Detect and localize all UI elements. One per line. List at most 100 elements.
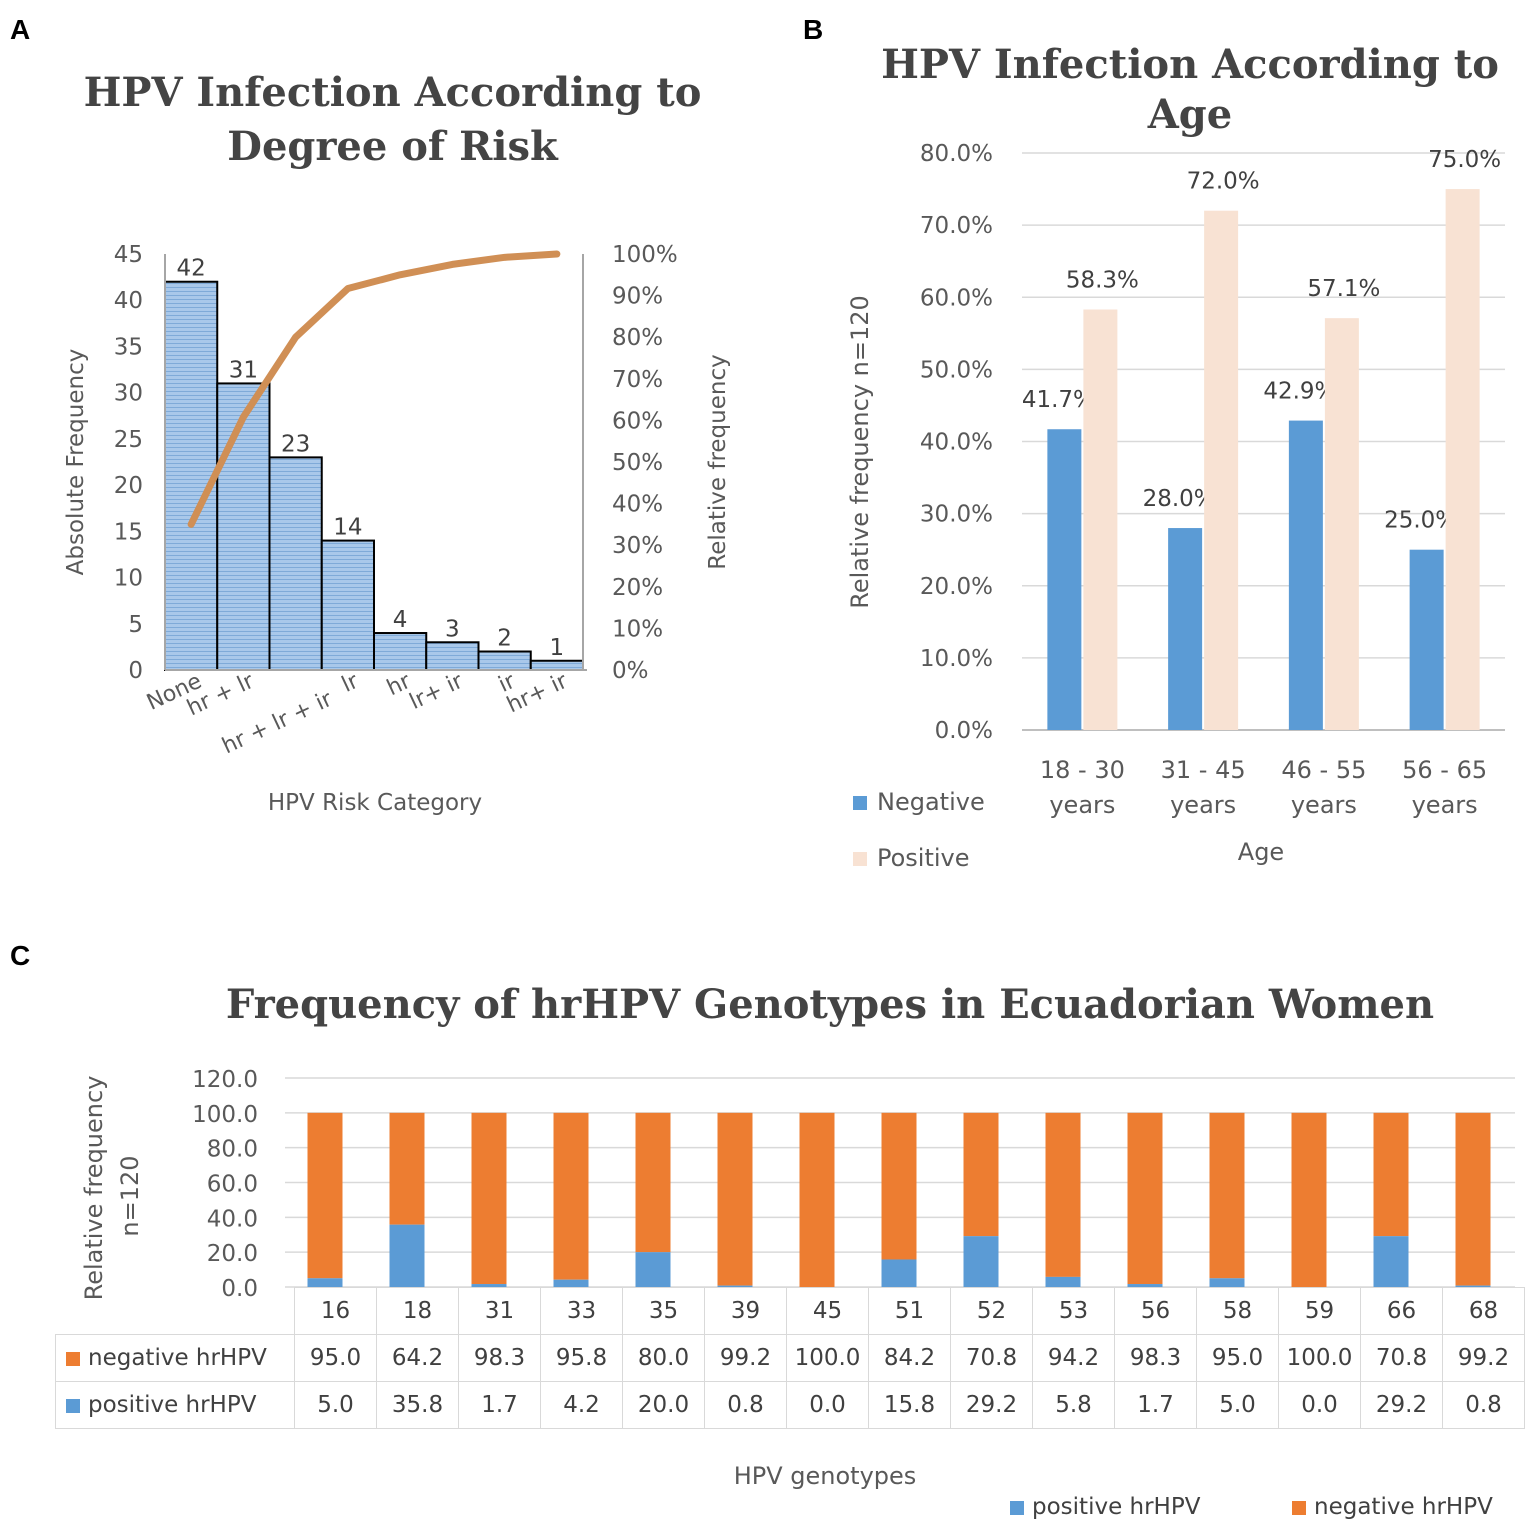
bar-positive [1083,309,1118,730]
chart-a-ylabel: Absolute Frequency [63,349,89,576]
y-tick-label: 60.0% [920,285,993,311]
table-row-label: negative hrHPV [55,1334,295,1382]
table-header-cell: 59 [1278,1287,1361,1335]
y2-tick-label: 40% [612,492,663,518]
bar [268,456,323,671]
bar-negative [1291,1112,1327,1287]
x-tick-label: lr+ ir [406,668,468,715]
chart-c-title: Frequency of hrHPV Genotypes in Ecuadori… [225,981,1435,1028]
y2-tick-label: 70% [612,367,663,393]
legend-b-positive-swatch [853,852,867,866]
table-header-cell: 68 [1442,1287,1525,1335]
chart-c-ylabel-line-2: n=120 [116,1155,144,1236]
bar-positive [1324,318,1359,730]
chart-b-xlabel: Age [1238,838,1284,866]
x-tick-label: years [1412,791,1478,819]
table-header-cell: 33 [540,1287,623,1335]
y-tick-label: 50.0% [920,357,993,383]
x-tick-label: years [1049,791,1115,819]
table-cell: 84.2 [868,1334,951,1382]
table-cell: 35.8 [376,1381,459,1429]
data-label: 28.0% [1143,486,1216,512]
bar-positive [553,1279,589,1287]
table-cell: 5.0 [1196,1381,1279,1429]
table-header-cell: 56 [1114,1287,1197,1335]
data-label: 41.7% [1022,387,1095,413]
bar-negative [1409,549,1444,730]
bar-positive [963,1236,999,1287]
data-label: 23 [281,431,310,457]
table-header-cell: 18 [376,1287,459,1335]
bar [529,659,584,671]
bar-negative [717,1112,753,1286]
bar-negative [799,1112,835,1287]
table-header-cell: 39 [704,1287,787,1335]
chart-a-y2label: Relative frequency [705,354,731,569]
table-row-label: positive hrHPV [55,1381,295,1429]
bar-negative [471,1112,507,1285]
bar-negative [307,1112,343,1279]
data-label: 14 [333,515,362,541]
y-tick-label: 30 [114,381,143,407]
x-tick-label: lr [338,668,363,697]
bar-negative [963,1112,999,1237]
bar-negative [553,1112,589,1280]
legend-c-negative: negative hrHPV [1292,1494,1493,1520]
bar-positive [1445,189,1480,730]
cumulative-line [187,250,561,528]
table-cell: 100.0 [786,1334,869,1382]
y2-tick-label: 0% [612,658,649,684]
table-header-cell: 45 [786,1287,869,1335]
table-cell: 4.2 [540,1381,623,1429]
table-cell: 70.8 [1360,1334,1443,1382]
positive-swatch [66,1398,80,1413]
bar-negative [1209,1112,1245,1279]
bar-positive [1373,1236,1409,1287]
chart-a: 0 5 10 15 20 25 30 35 40 45 0% 10% 20% 30% 40% 50% 60% 70… [63,242,731,816]
legend-b-positive-label: Positive [877,844,970,872]
y-tick-label: 120.0 [192,1067,258,1093]
y-tick-label: 30.0% [920,502,993,528]
y-tick-label: 10.0% [920,646,993,672]
table-header-cell: 66 [1360,1287,1443,1335]
chart-a-title-line-2: Degree of Risk [227,123,558,170]
table-row-negative: negative hrHPV 95.0 64.2 98.3 95.8 80.0 … [55,1334,1525,1382]
data-label: 42.9% [1263,379,1336,405]
legend-b-negative-label: Negative [877,788,985,816]
bar-negative [1127,1112,1163,1285]
bar-negative [1045,1112,1081,1277]
x-tick-label: 31 - 45 [1161,756,1246,784]
chart-a-xlabel: HPV Risk Category [268,790,482,816]
bar-negative [1288,420,1323,730]
data-label: 3 [445,616,460,642]
bar [164,280,219,671]
bar-positive [307,1278,343,1287]
bar-positive [1209,1278,1245,1287]
table-cell: 99.2 [1442,1334,1525,1382]
legend-c-negative-swatch [1292,1500,1306,1515]
negative-swatch [66,1351,80,1366]
bar-positive [881,1259,917,1287]
table-cell: 99.2 [704,1334,787,1382]
bar-negative [1373,1112,1409,1237]
bar-negative [1455,1112,1491,1286]
table-cell: 1.7 [1114,1381,1197,1429]
bar-negative [635,1112,671,1253]
bar [425,641,480,671]
panel-letter-c: C [10,940,31,971]
chart-c-data-table: 16 18 31 33 35 39 45 51 52 53 56 58 59 6… [55,1287,1525,1429]
y-tick-label: 40 [114,288,143,314]
table-header-cell: 16 [294,1287,377,1335]
data-label: 25.0% [1384,508,1457,534]
table-cell: 100.0 [1278,1334,1361,1382]
table-cell: 98.3 [458,1334,541,1382]
legend-c-positive-swatch [1010,1500,1024,1515]
bar-positive [635,1252,671,1287]
x-tick-label: 56 - 65 [1402,756,1487,784]
data-label: 2 [497,626,512,652]
table-cell: 5.8 [1032,1381,1115,1429]
table-cell: 64.2 [376,1334,459,1382]
y-tick-label: 100.0 [192,1102,258,1128]
bar-negative [1168,528,1203,730]
chart-c-ylabel-line-1: Relative frequency [80,1076,108,1301]
